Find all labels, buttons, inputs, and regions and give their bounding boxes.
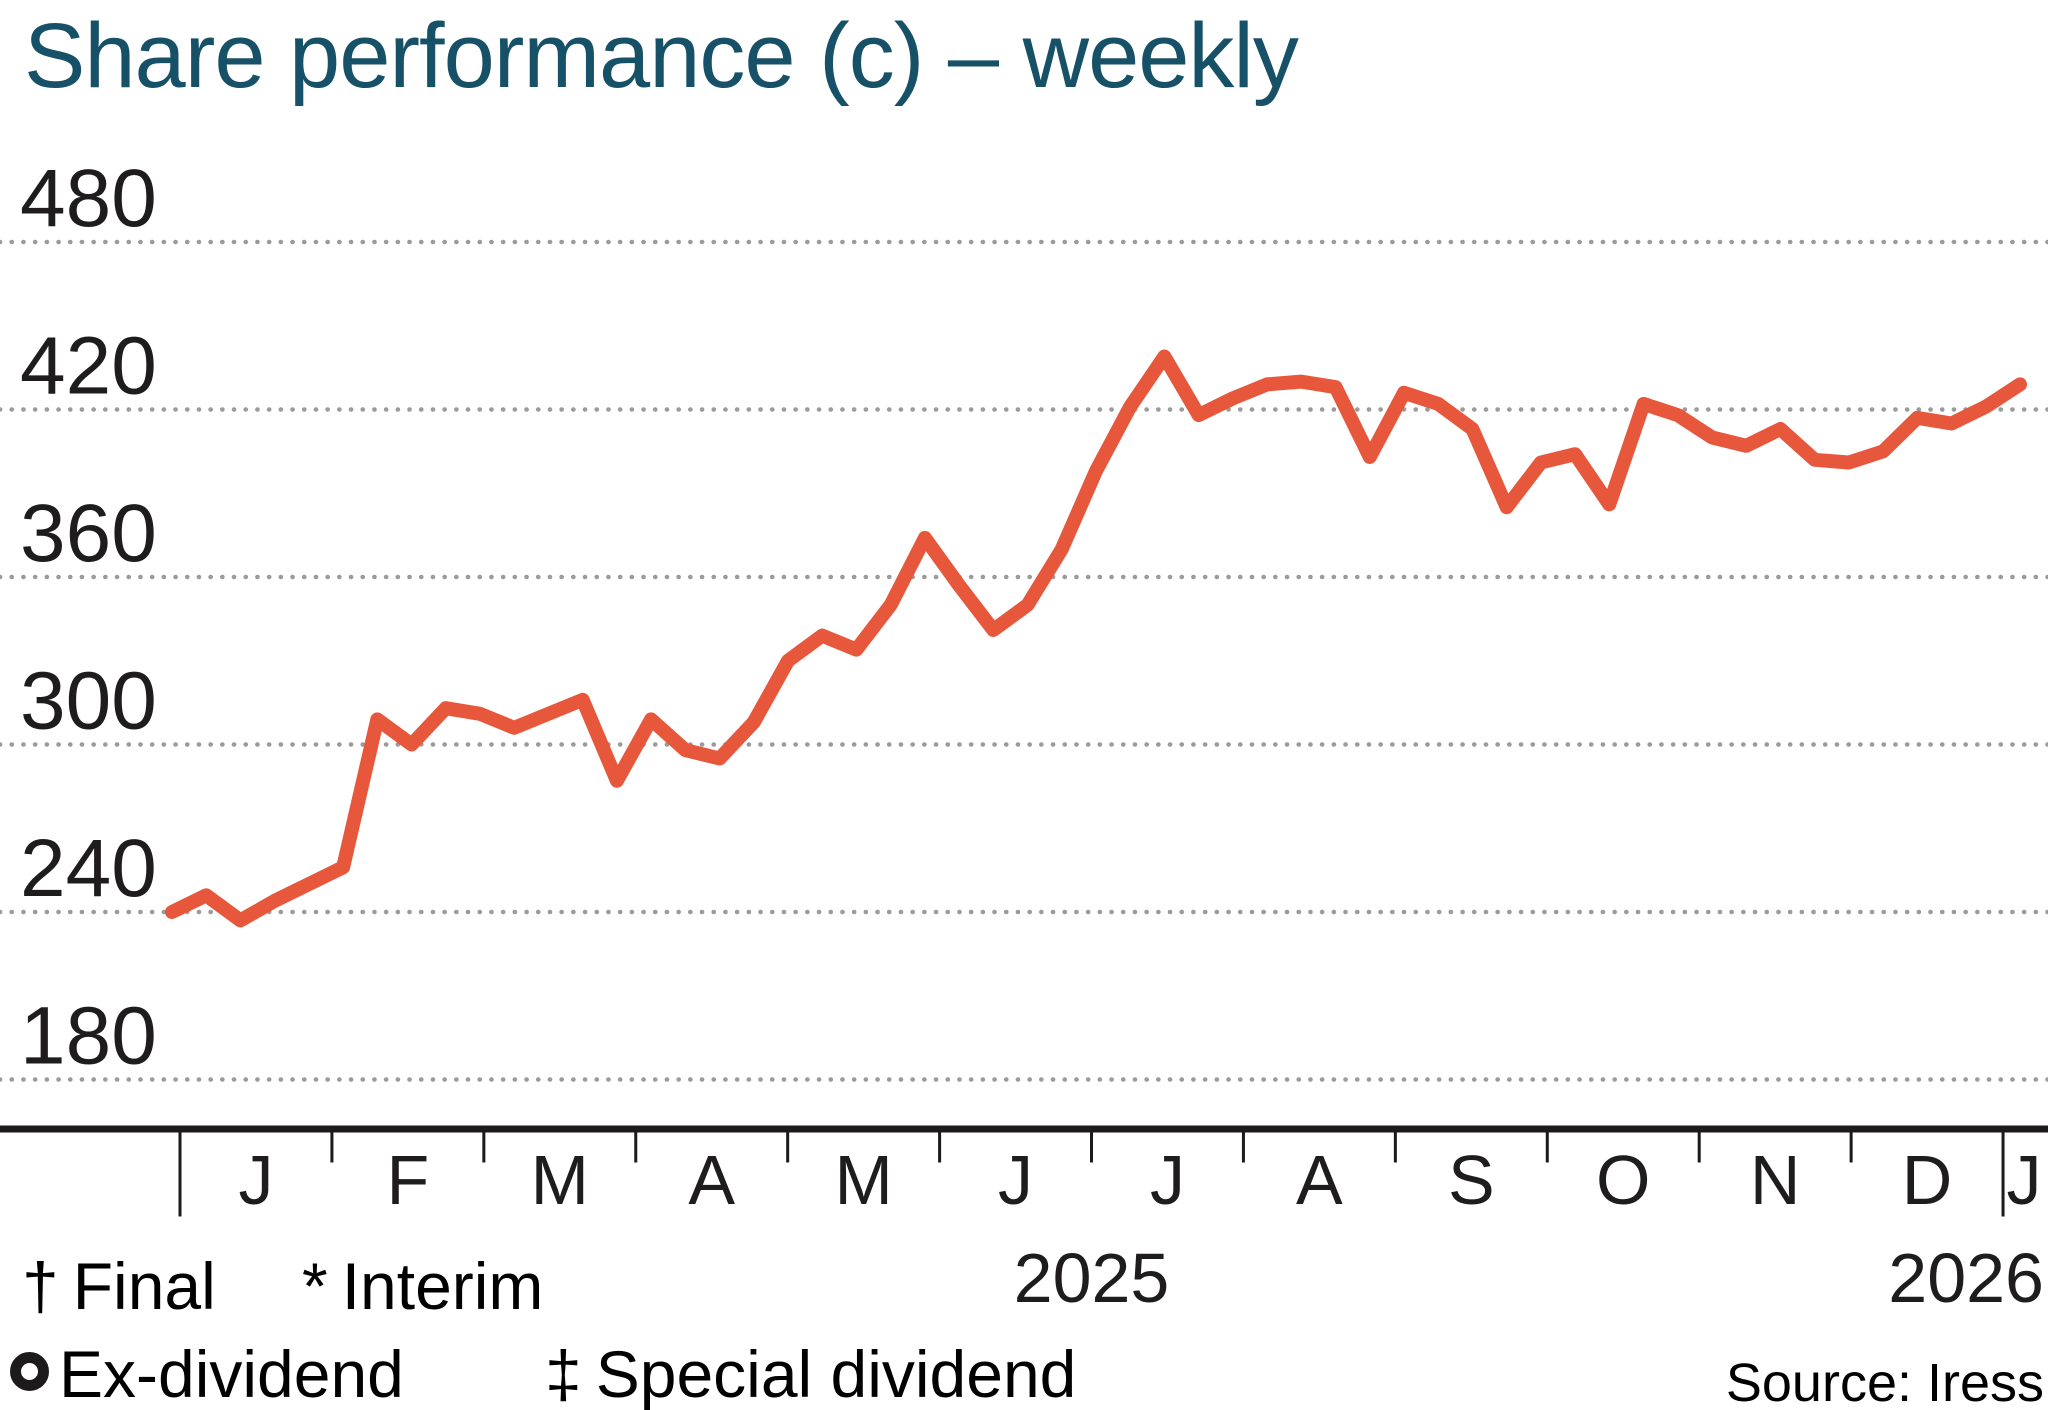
legend-final-label: Final [72,1249,216,1323]
source-note: Source: Iress [1725,1353,2044,1410]
double-dagger-icon: ‡ [545,1337,582,1410]
legend-ex-dividend-label: Ex-dividend [59,1337,404,1410]
chart-title: Share performance (c) – weekly [24,5,1299,107]
y-axis-label-180: 180 [20,991,157,1082]
y-axis-label-480: 480 [20,153,157,244]
price-line [165,349,2027,928]
y-axis-label-360: 360 [20,488,157,579]
legend-interim: * Interim [302,1248,543,1324]
month-label-12: J [2007,1141,2042,1219]
month-label-8: S [1448,1141,1495,1219]
month-label-2: M [531,1141,589,1219]
month-label-7: A [1296,1141,1343,1219]
legend-interim-label: Interim [341,1249,544,1323]
year-label-2025: 2025 [1014,1239,1170,1317]
y-axis-label-300: 300 [20,656,157,747]
month-label-0: J [238,1141,273,1219]
y-axis-label-240: 240 [20,823,157,914]
month-label-6: J [1150,1141,1185,1219]
month-label-1: F [386,1141,429,1219]
legend-special-dividend-label: Special dividend [595,1337,1077,1410]
asterisk-icon: * [302,1249,328,1323]
month-label-11: D [1902,1141,1953,1219]
month-label-10: N [1750,1141,1801,1219]
ex-dividend-circle-icon [10,1352,49,1391]
month-label-3: A [688,1141,735,1219]
legend-ex-dividend: Ex-dividend [10,1336,404,1410]
dagger-icon: † [22,1249,59,1323]
legend-final: † Final [22,1248,216,1324]
month-label-4: M [834,1141,892,1219]
month-label-5: J [998,1141,1033,1219]
year-label-2026: 2026 [1888,1239,2044,1317]
legend-special-dividend: ‡ Special dividend [545,1336,1076,1410]
month-label-9: O [1596,1141,1650,1219]
y-axis-label-420: 420 [20,321,157,412]
